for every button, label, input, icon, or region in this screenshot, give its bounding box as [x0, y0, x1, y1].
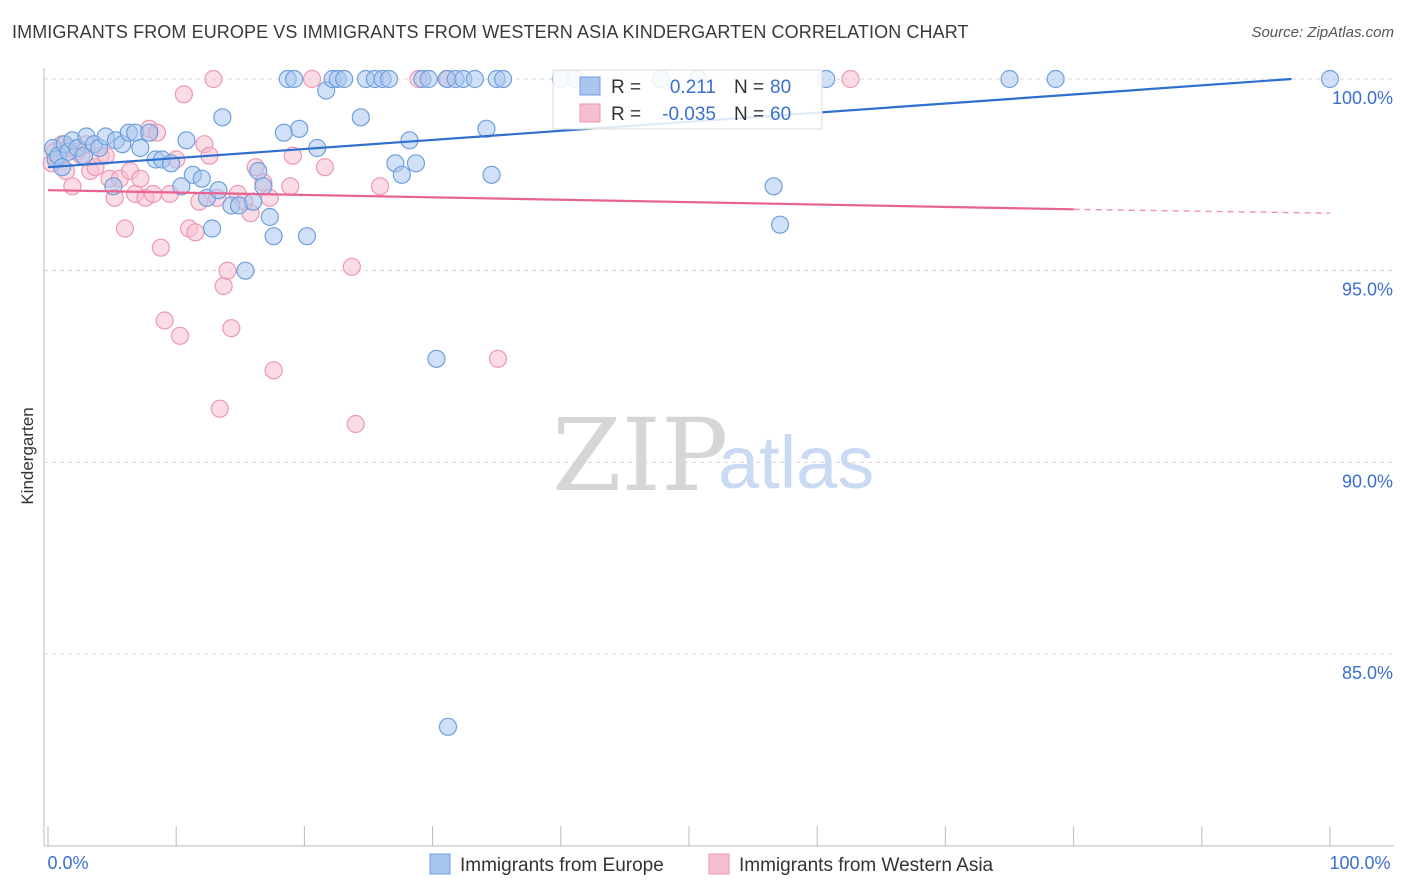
point-europe — [209, 181, 228, 200]
point-europe — [131, 138, 150, 158]
point-europe — [379, 69, 399, 89]
legend-swatch-wasia — [708, 853, 730, 875]
point-western-asia — [204, 69, 223, 89]
point-europe — [249, 161, 268, 181]
point-europe — [1000, 69, 1019, 89]
stats-europe-n-label: N = — [734, 77, 764, 98]
stats-swatch-wasia — [579, 103, 601, 123]
point-europe — [140, 123, 159, 142]
gridlines — [44, 78, 1394, 655]
point-western-asia — [210, 399, 229, 418]
y-tick-label: 100.0% — [1332, 88, 1393, 108]
point-western-asia — [174, 85, 193, 104]
point-europe — [177, 131, 196, 150]
point-europe — [192, 169, 211, 188]
point-europe — [244, 192, 263, 211]
point-western-asia — [281, 177, 300, 196]
stats-europe-r-label: R = — [611, 77, 641, 98]
point-europe — [1046, 69, 1065, 89]
point-europe — [477, 119, 496, 138]
point-europe — [202, 219, 222, 238]
stats-europe-r-value: 0.211 — [670, 77, 716, 98]
watermark-zip: ZIP — [552, 397, 728, 514]
y-tick-label: 90.0% — [1342, 471, 1393, 491]
point-western-asia — [488, 349, 508, 368]
point-europe — [427, 349, 446, 368]
y-tick-label: 95.0% — [1342, 280, 1393, 300]
point-western-asia — [283, 146, 302, 165]
x-tick-label-max: 100.0% — [1329, 853, 1390, 873]
point-europe — [482, 165, 501, 184]
point-europe — [351, 108, 370, 127]
stats-wasia-n-value: 60 — [770, 104, 791, 125]
point-western-asia — [144, 184, 163, 204]
stats-wasia-r-label: R = — [611, 104, 641, 125]
point-europe — [213, 108, 232, 127]
y-axis-title: Kindergarten — [18, 407, 37, 504]
point-western-asia — [342, 257, 361, 276]
watermark-atlas: atlas — [718, 421, 874, 504]
point-western-asia — [214, 276, 233, 296]
point-europe — [172, 177, 191, 196]
point-europe — [254, 177, 273, 196]
point-europe — [419, 69, 438, 89]
point-europe — [438, 717, 458, 736]
point-europe — [465, 69, 485, 89]
point-europe — [290, 119, 309, 138]
y-axis-tick-labels: 85.0% 90.0% 95.0% 100.0% — [1332, 88, 1393, 683]
legend-swatch-europe — [429, 853, 451, 875]
stats-swatch-europe — [579, 76, 601, 96]
point-western-asia — [346, 414, 365, 434]
trend-line-western-asia-extrapolated — [1073, 208, 1331, 214]
source-attribution: Source: ZipAtlas.com — [1251, 24, 1394, 41]
point-western-asia — [155, 311, 174, 330]
x-axis-ticks — [47, 826, 1331, 846]
point-western-asia — [151, 238, 170, 257]
point-western-asia — [222, 319, 241, 338]
point-western-asia — [186, 223, 205, 242]
point-europe — [392, 165, 411, 184]
stats-europe-n-value: 80 — [770, 77, 791, 98]
point-europe — [236, 261, 255, 280]
watermark: ZIP atlas — [552, 397, 874, 514]
point-europe — [770, 215, 790, 234]
point-western-asia — [63, 177, 82, 196]
point-western-asia — [370, 177, 390, 196]
legend-label-wasia: Immigrants from Western Asia — [739, 855, 994, 876]
stats-wasia-r-value: -0.035 — [662, 104, 716, 125]
point-europe — [274, 123, 293, 142]
stats-box: R = 0.211 N = 80 R = -0.035 N = 60 — [552, 69, 823, 130]
point-europe — [297, 227, 317, 246]
point-europe — [406, 154, 426, 173]
point-western-asia — [302, 69, 322, 89]
point-europe — [264, 227, 283, 246]
chart-title: IMMIGRANTS FROM EUROPE VS IMMIGRANTS FRO… — [12, 22, 969, 42]
legend: Immigrants from Europe Immigrants from W… — [429, 853, 994, 876]
legend-label-europe: Immigrants from Europe — [460, 855, 664, 876]
point-europe — [335, 69, 354, 89]
point-europe — [494, 69, 513, 89]
stats-wasia-n-label: N = — [734, 104, 764, 125]
point-europe — [764, 177, 783, 196]
point-western-asia — [115, 219, 135, 238]
point-europe — [285, 69, 304, 89]
point-western-asia — [218, 261, 237, 280]
point-western-asia — [131, 169, 150, 188]
point-western-asia — [264, 361, 283, 380]
point-europe — [1320, 69, 1340, 89]
point-europe — [260, 207, 279, 227]
point-western-asia — [170, 326, 190, 345]
y-tick-label: 85.0% — [1342, 663, 1393, 683]
trend-line-western-asia — [47, 189, 1074, 211]
point-western-asia — [841, 69, 860, 89]
point-western-asia — [315, 158, 335, 177]
x-tick-label-min: 0.0% — [47, 853, 88, 873]
